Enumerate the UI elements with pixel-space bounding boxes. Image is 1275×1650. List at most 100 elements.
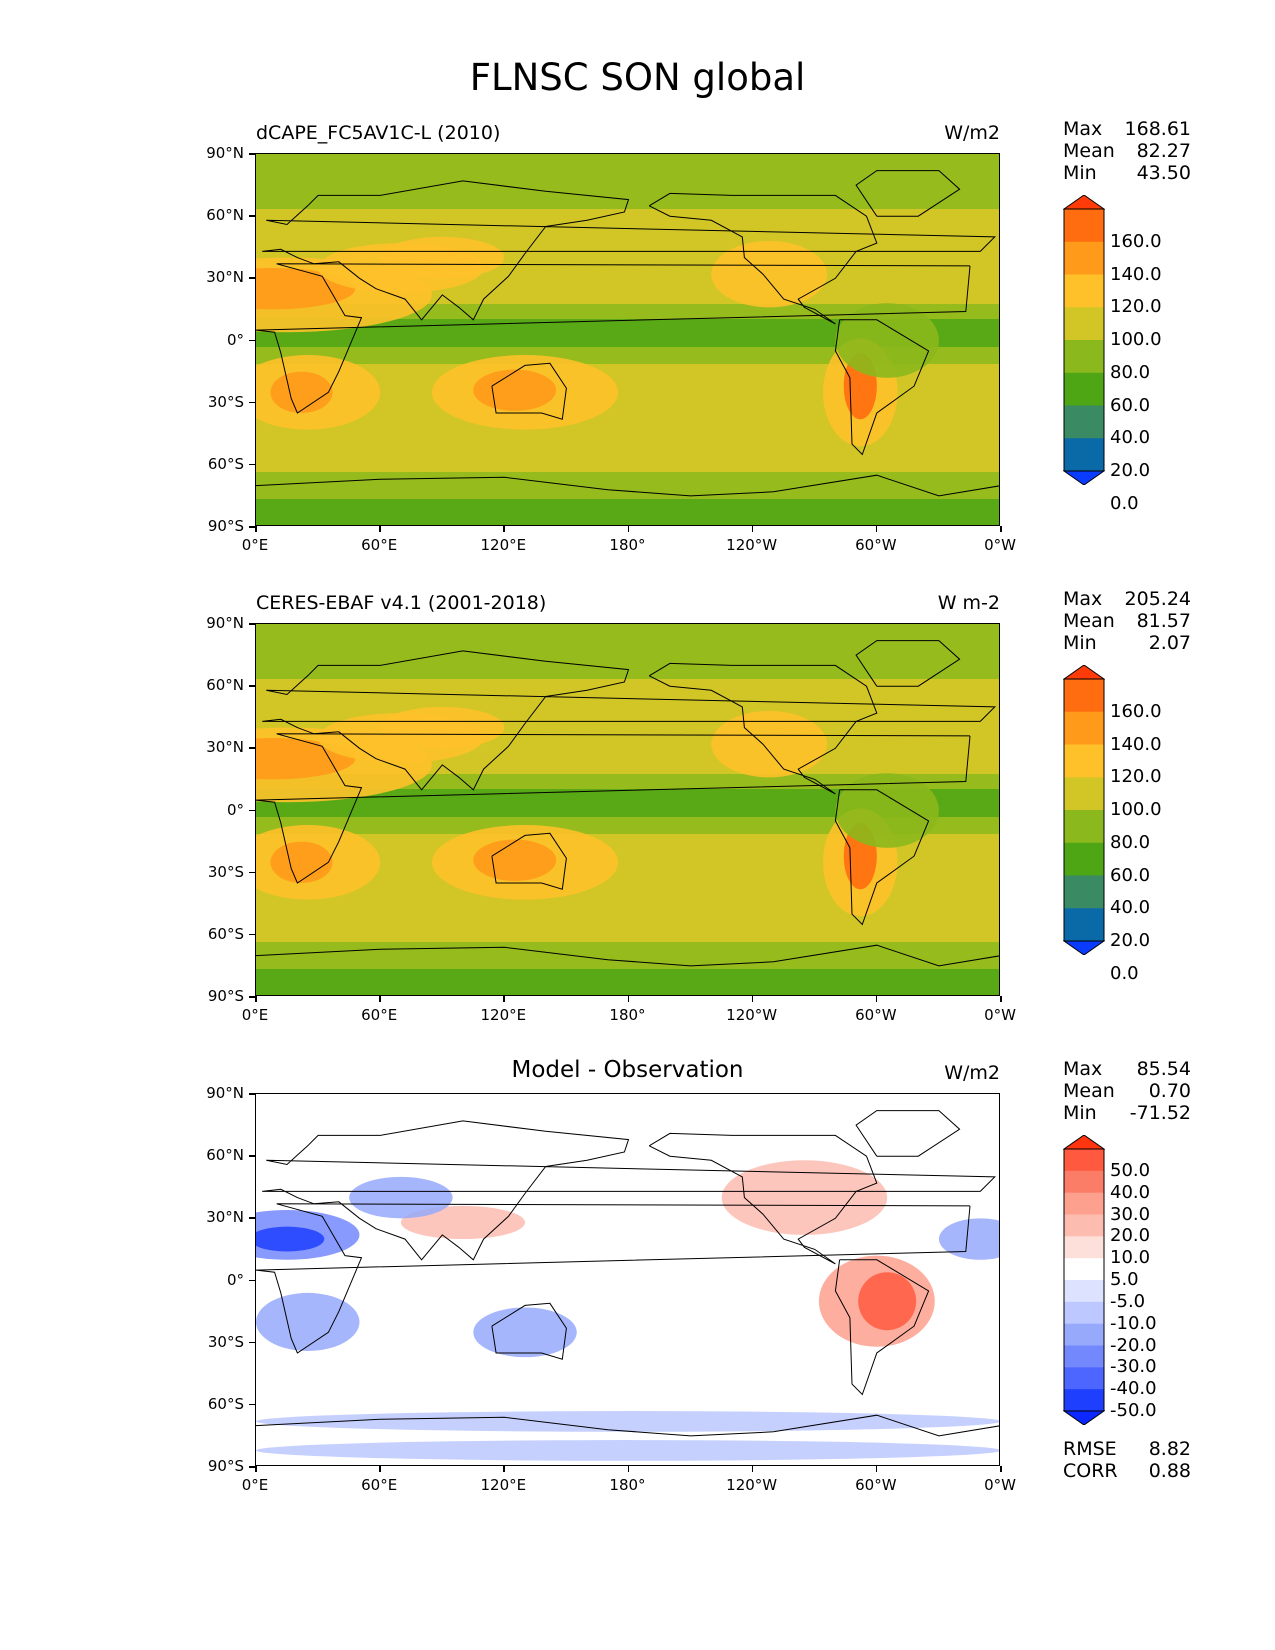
colorbar-segment	[1064, 274, 1104, 308]
field-band	[256, 499, 999, 525]
colorbar-tick-label: 20.0	[1110, 1225, 1151, 1247]
colorbar-extend-bottom	[1062, 1410, 1106, 1426]
coastline	[648, 192, 878, 325]
lon-tick-label: 0°E	[241, 1476, 269, 1494]
lat-tick-mark	[249, 809, 255, 811]
lon-tick-label: 60°E	[361, 1006, 398, 1024]
lat-tick-label: 60°N	[206, 1146, 244, 1165]
colorbar-segment	[1064, 711, 1104, 745]
colorbar-tick-label: 140.0	[1110, 733, 1162, 755]
stat-row: Max 168.61	[1063, 118, 1191, 140]
colorbar	[1062, 194, 1123, 486]
lat-tick-label: 90°S	[207, 987, 244, 1005]
colorbar-tick-label: 40.0	[1110, 897, 1151, 919]
lon-tick-mark	[627, 1466, 629, 1472]
lat-tick-mark	[249, 623, 255, 625]
stat-row: Min 2.07	[1063, 632, 1191, 654]
units-label: W m-2	[937, 592, 1000, 614]
coastline	[855, 640, 961, 687]
lat-tick-label: 90°N	[206, 144, 244, 162]
map-area	[255, 1093, 1000, 1466]
colorbar-segment	[1064, 1301, 1104, 1325]
colorbar-segment	[1064, 908, 1104, 942]
stat-row: Mean 82.27	[1063, 140, 1191, 162]
lon-tick-mark	[255, 996, 257, 1002]
colorbar-extend-top	[1062, 664, 1106, 680]
lon-tick-label: 60°W	[855, 1476, 897, 1494]
lat-tick-mark	[249, 526, 255, 528]
stat-row: Max 85.54	[1063, 1058, 1191, 1080]
coastline	[262, 180, 996, 321]
colorbar-tick-label: 40.0	[1110, 427, 1151, 449]
colorbar-segment	[1064, 241, 1104, 275]
panel-left-label: dCAPE_FC5AV1C-L (2010)	[256, 122, 501, 144]
colorbar-segment	[1064, 1258, 1104, 1281]
colorbar-segment	[1064, 1345, 1104, 1368]
colorbar-outline	[1063, 678, 1105, 942]
coastline	[834, 319, 930, 456]
coastline	[256, 1414, 999, 1437]
colorbar-tick-label: -40.0	[1110, 1378, 1157, 1400]
field-anomaly	[400, 1205, 526, 1240]
colorbar-tick-label: 60.0	[1110, 864, 1151, 886]
lon-tick-label: 0°W	[984, 1476, 1016, 1494]
lon-tick-mark	[627, 996, 629, 1002]
coastline	[256, 733, 971, 884]
lat-tick-label: 0°	[226, 1270, 244, 1289]
colorbar-tick-label: -30.0	[1110, 1356, 1157, 1378]
colorbar-segment	[1064, 744, 1104, 778]
lat-tick-mark	[249, 401, 255, 404]
field-anomaly	[938, 1218, 999, 1260]
score-value: 0.88	[1148, 1460, 1191, 1482]
lon-tick-mark	[1000, 1466, 1002, 1472]
lat-tick-mark	[249, 1093, 255, 1095]
lon-tick-mark	[503, 526, 505, 532]
lat-tick-mark	[249, 1155, 255, 1157]
stat-label: Min	[1063, 632, 1097, 654]
lat-tick-mark	[249, 996, 255, 998]
field-anomaly	[380, 706, 505, 749]
score-box: RMSE 8.82 CORR 0.88	[1063, 1438, 1191, 1482]
field-anomaly	[858, 1272, 917, 1331]
field-anomaly	[711, 711, 828, 778]
lat-tick-label: 60°N	[206, 206, 244, 225]
lat-tick-mark	[249, 277, 255, 279]
field-anomaly	[270, 371, 333, 414]
colorbar-segment	[1064, 340, 1104, 374]
lon-tick-mark	[503, 1466, 505, 1472]
field-anomaly	[270, 841, 333, 884]
lon-tick-mark	[751, 996, 754, 1002]
stat-value: 85.54	[1136, 1058, 1191, 1080]
coastline	[256, 263, 971, 414]
colorbar-tick-label: 0.0	[1110, 962, 1139, 984]
colorbar-segment	[1064, 438, 1104, 472]
field-anomaly	[256, 1226, 325, 1252]
lon-tick-label: 0°W	[984, 536, 1016, 554]
colorbar-segment	[1064, 1236, 1104, 1259]
field-anomaly	[473, 839, 557, 881]
lon-tick-label: 0°E	[241, 1006, 269, 1024]
colorbar-segment	[1064, 209, 1104, 243]
coastline	[262, 1120, 996, 1261]
stat-value: 2.07	[1148, 632, 1191, 654]
lat-tick-label: 30°S	[207, 392, 244, 411]
lon-tick-label: 60°E	[361, 536, 398, 554]
field-anomaly	[256, 1292, 360, 1351]
lon-tick-label: 120°E	[480, 1476, 527, 1494]
colorbar-tick-label: 5.0	[1110, 1269, 1139, 1290]
colorbar-tick-label: 60.0	[1110, 394, 1151, 416]
lat-tick-mark	[249, 215, 255, 217]
colorbar-tick-label: 120.0	[1110, 296, 1162, 318]
lon-tick-mark	[1000, 526, 1002, 532]
colorbar-segment	[1064, 372, 1104, 406]
colorbar-graphic	[1062, 1134, 1106, 1426]
field-anomaly	[835, 773, 939, 848]
contour-map	[256, 154, 999, 525]
lon-tick-label: 60°W	[855, 536, 897, 554]
colorbar-tick-label: -20.0	[1110, 1334, 1157, 1356]
coastline	[491, 362, 567, 420]
stat-value: 0.70	[1148, 1080, 1191, 1102]
stats-box: Max 85.54 Mean 0.70 Min -71.52	[1063, 1058, 1191, 1124]
colorbar-graphic	[1062, 194, 1106, 486]
lat-tick-mark	[249, 1341, 255, 1344]
